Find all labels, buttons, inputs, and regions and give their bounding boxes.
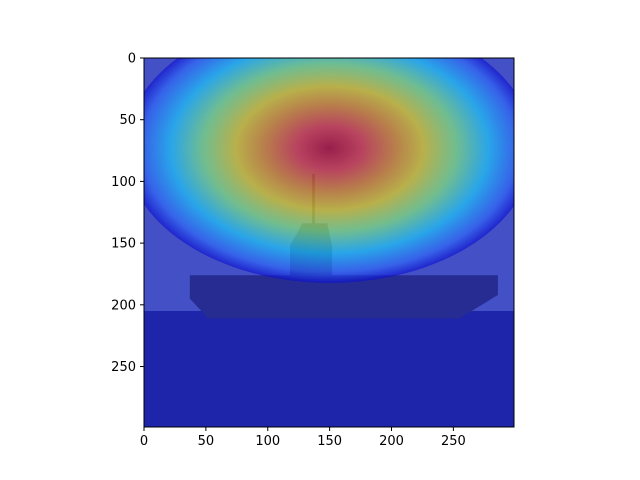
y-tick-label: 200 [111,298,136,313]
x-axis: 0 50 100 150 200 250 [140,427,466,449]
plot-area [144,58,514,427]
heatmap-hotspot [144,58,514,283]
x-tick-label: 250 [441,434,466,449]
ship-hull [189,275,498,319]
x-tick-label: 150 [317,434,342,449]
y-tick-label: 50 [119,113,136,128]
y-tick-label: 100 [111,175,136,190]
x-tick-label: 50 [198,434,215,449]
y-tick-label: 0 [128,52,136,67]
sea [144,310,514,427]
y-tick-label: 150 [111,237,136,252]
y-axis: 0 50 100 150 200 250 [111,52,144,375]
x-tick-label: 200 [379,434,404,449]
x-tick-label: 0 [140,434,148,449]
y-tick-label: 250 [111,360,136,375]
x-tick-label: 100 [255,434,280,449]
axes-frame [143,57,515,428]
